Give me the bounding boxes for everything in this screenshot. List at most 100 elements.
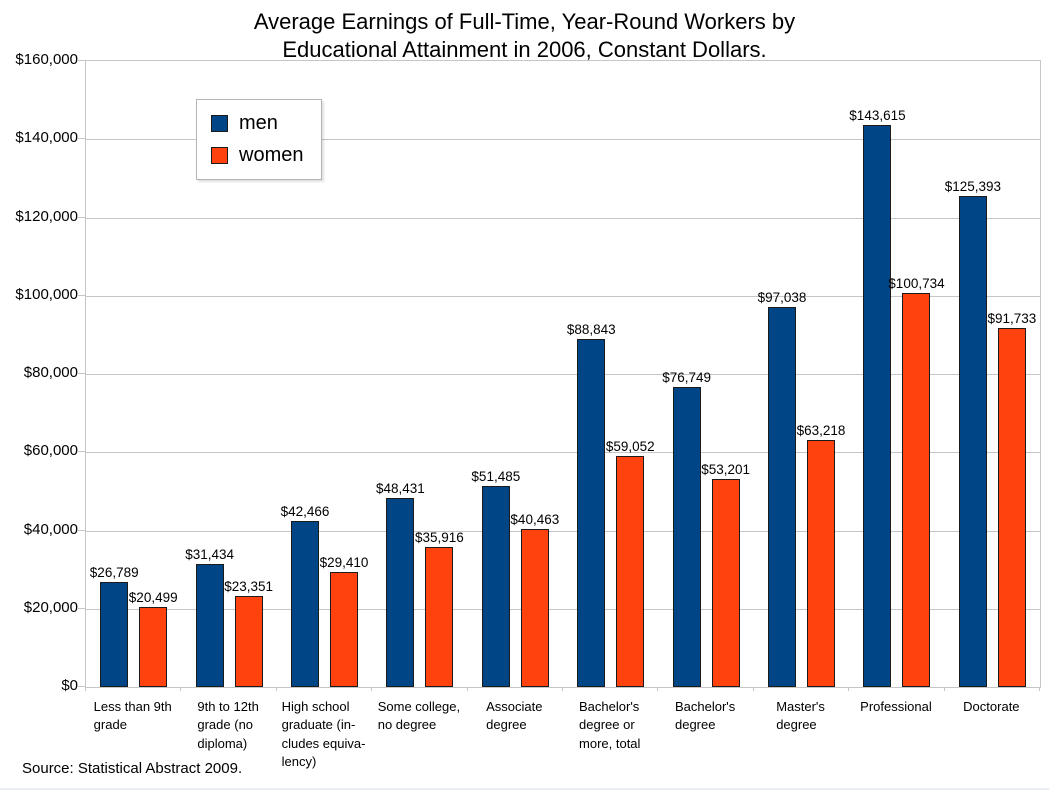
bar-men: $31,434 — [185, 547, 234, 687]
x-axis-category-label: Associate degree — [486, 699, 543, 733]
gridline — [86, 295, 1040, 297]
bar-men: $88,843 — [567, 322, 616, 687]
x-axis-category-label: Less than 9th grade — [93, 699, 172, 733]
bar-women: $63,218 — [797, 423, 845, 687]
x-axis-tick — [466, 687, 468, 691]
chart-title-line2: Educational Attainment in 2006, Constant… — [282, 36, 767, 62]
bar-group: $42,466 $29,410 — [277, 61, 372, 687]
x-axis-category-label: Master's degree — [776, 699, 825, 733]
x-axis-category: Bachelor's degree or more, total — [562, 698, 657, 772]
bar-women: $20,499 — [129, 590, 178, 687]
bar-value-label: $125,393 — [944, 179, 1002, 195]
bar-group: $143,615 $100,734 — [849, 61, 945, 687]
bar-value-label: $97,038 — [757, 290, 807, 306]
x-axis-tick — [562, 687, 563, 691]
bar-value-label: $59,052 — [605, 439, 655, 454]
bar-value-label: $29,410 — [319, 554, 369, 570]
bar-men: $51,485 — [471, 469, 520, 687]
x-axis-tick — [85, 687, 86, 691]
bar-women: $100,734 — [888, 276, 945, 687]
x-axis-category-label: High school graduate (in- cludes equiva-… — [281, 699, 366, 770]
gridline — [86, 374, 1040, 375]
y-axis-tick — [78, 138, 85, 140]
x-axis-category-label: Some college, no degree — [377, 699, 461, 733]
y-axis-tick — [78, 294, 85, 296]
y-axis-tick-label: $100,000 — [15, 285, 78, 303]
legend-item-men: men — [211, 112, 303, 135]
bar-value-label: $76,749 — [662, 369, 712, 385]
bar-women: $29,410 — [320, 555, 368, 687]
y-axis-tick — [78, 529, 85, 531]
x-axis-tick — [943, 687, 945, 691]
bar-value-label: $143,615 — [849, 108, 906, 124]
bar-group: $31,434 $23,351 — [181, 61, 276, 687]
x-axis-category: Some college, no degree — [371, 698, 466, 772]
bar-value-label: $23,351 — [224, 578, 274, 594]
bar-women: $35,916 — [415, 530, 464, 687]
x-axis-category-label: Professional — [860, 699, 932, 714]
bar-value-label: $100,734 — [888, 275, 945, 291]
men-color-swatch — [211, 115, 228, 132]
x-axis-category: Doctorate — [944, 698, 1039, 772]
bar-value-label: $51,485 — [471, 468, 521, 484]
x-axis-category: High school graduate (in- cludes equiva-… — [276, 698, 371, 772]
gridline — [86, 452, 1040, 454]
women-color-swatch — [211, 147, 228, 164]
legend-label-women: women — [239, 144, 304, 166]
y-axis-tick — [78, 607, 85, 609]
x-axis-tick — [371, 687, 373, 691]
bar-group: $125,393 $91,733 — [945, 61, 1040, 687]
bar-value-label: $63,218 — [796, 422, 846, 438]
x-axis-labels: Less than 9th grade 9th to 12th grade (no… — [85, 698, 1039, 772]
y-axis-tick-label: $80,000 — [23, 364, 78, 381]
bar-women: $53,201 — [701, 462, 750, 687]
x-axis-category-label: Bachelor's degree — [674, 699, 736, 733]
bar-men: $76,749 — [662, 370, 711, 687]
y-axis-tick-label: $120,000 — [15, 207, 78, 225]
bar-value-label: $53,201 — [701, 461, 751, 477]
y-axis-tick-label: $60,000 — [23, 442, 78, 460]
bar-value-label: $40,463 — [510, 511, 560, 527]
bar-group: $76,749 $53,201 — [658, 61, 753, 687]
bar-value-label: $42,466 — [280, 503, 330, 519]
y-axis-tick — [78, 60, 85, 61]
gridline — [86, 608, 1040, 610]
y-axis-tick-label: $40,000 — [23, 520, 78, 538]
x-axis-category-label: 9th to 12th grade (no diploma) — [197, 699, 259, 751]
bar-group: $26,789 $20,499 — [86, 61, 181, 687]
gridline — [86, 139, 1040, 141]
gridline — [86, 217, 1040, 219]
legend-item-women: women — [211, 144, 303, 167]
bar-value-label: $88,843 — [566, 322, 616, 338]
x-axis-category: 9th to 12th grade (no diploma) — [180, 698, 275, 772]
x-axis-tick — [657, 687, 659, 691]
bar-women: $23,351 — [224, 579, 273, 687]
bar-value-label: $26,789 — [89, 565, 139, 581]
y-axis-tick — [78, 686, 85, 687]
bar-men: $125,393 — [945, 179, 1001, 687]
x-axis-category: Professional — [848, 698, 943, 772]
x-axis-tick — [1039, 687, 1040, 691]
bar-group: $97,038 $63,218 — [754, 61, 849, 687]
bar-women: $91,733 — [987, 311, 1036, 687]
x-axis-category: Less than 9th grade — [85, 698, 180, 772]
x-axis-category: Associate degree — [467, 698, 562, 772]
bar-value-label: $31,434 — [185, 547, 235, 562]
bar-group: $88,843 $59,052 — [563, 61, 658, 687]
y-axis-tick — [78, 216, 85, 218]
bar-men: $48,431 — [376, 481, 425, 687]
plot-area: $26,789 $20,499 $31,434 $23,351 $42,466 $29,4… — [85, 60, 1041, 688]
x-axis-category: Master's degree — [753, 698, 848, 772]
bar-women: $59,052 — [606, 439, 655, 687]
bar-women: $40,463 — [510, 512, 559, 687]
x-axis-tick — [848, 687, 850, 691]
bar-value-label: $20,499 — [128, 589, 178, 605]
bar-men: $97,038 — [758, 290, 806, 687]
bar-men: $143,615 — [849, 108, 906, 687]
y-axis-tick — [78, 373, 85, 374]
y-axis-tick — [78, 451, 85, 453]
x-axis-category-label: Doctorate — [963, 699, 1020, 714]
bar-value-label: $91,733 — [987, 311, 1037, 327]
bottom-rule — [0, 788, 1049, 790]
